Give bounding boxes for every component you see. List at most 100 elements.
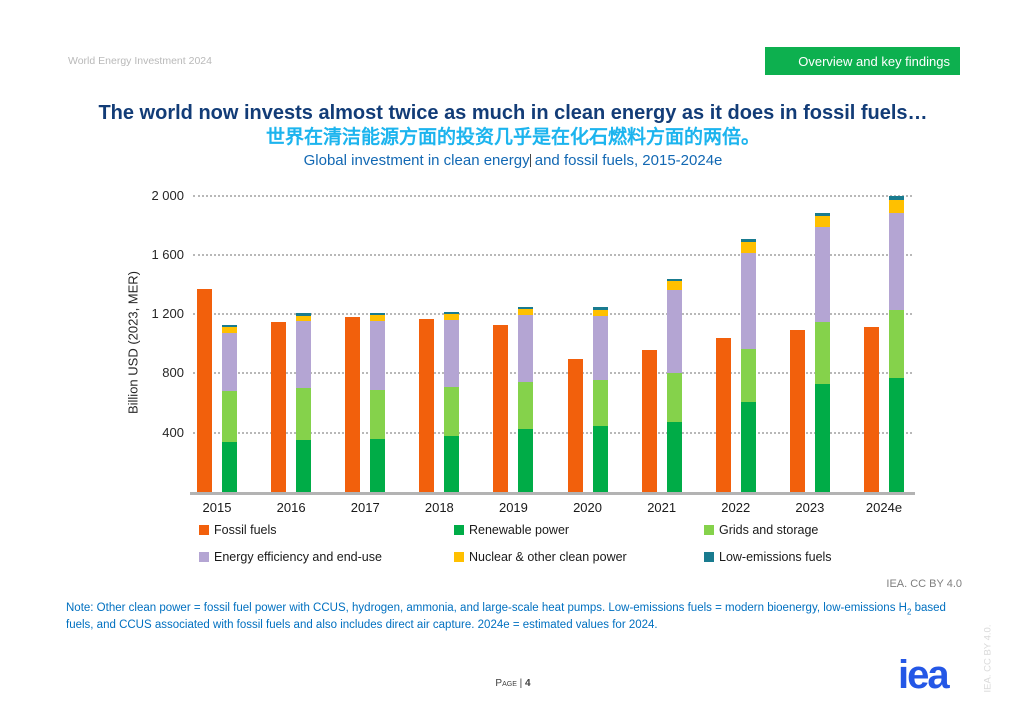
bar-fossil-fuels-2018 (419, 318, 435, 492)
document-title: World Energy Investment 2024 (68, 55, 212, 67)
x-axis-line (190, 492, 915, 495)
bar-segment-low-emissions-fuels-2015 (222, 325, 237, 328)
x-tick-label-2016: 2016 (276, 500, 306, 515)
text-cursor (529, 154, 531, 167)
legend-item-low-emissions-fuels: Low-emissions fuels (704, 550, 914, 564)
bar-segment-nuclear-other-clean-power-2023 (814, 216, 830, 227)
bar-segment-energy-efficiency-and-end-use-2020 (592, 316, 608, 381)
gridline-1200 (193, 313, 912, 316)
bar-segment-renewable-power-2019 (518, 429, 534, 492)
bar-fossil-fuels-2016 (271, 322, 287, 492)
legend-label: Low-emissions fuels (719, 550, 832, 564)
bar-segment-renewable-power-2022 (740, 401, 756, 492)
slide-title-chinese: 世界在清洁能源方面的投资几乎是在化石燃料方面的两倍。 (265, 127, 760, 148)
license-text-vertical: IEA. CC BY 4.0. (982, 624, 994, 693)
x-tick-label-2023: 2023 (795, 500, 825, 515)
bar-segment-nuclear-other-clean-power-2024e (888, 200, 904, 214)
bar-fossil-fuels-2022 (715, 337, 731, 492)
bar-segment-grids-and-storage-2020 (592, 380, 608, 427)
bar-segment-energy-efficiency-and-end-use-2019 (518, 314, 534, 382)
bar-segment-low-emissions-fuels-2021 (666, 278, 682, 281)
bar-segment-nuclear-other-clean-power-2015 (222, 327, 237, 334)
bar-segment-energy-efficiency-and-end-use-2022 (740, 253, 756, 349)
bar-fossil-fuels-2019 (493, 325, 509, 492)
chart-legend: Fossil fuels Renewable power Grids and sto… (199, 523, 914, 564)
bar-segment-renewable-power-2015 (222, 441, 237, 492)
x-tick-label-2024e: 2024e (865, 500, 903, 515)
legend-label: Renewable power (469, 523, 570, 537)
legend-item-nuclear-other-clean-power: Nuclear & other clean power (454, 550, 704, 564)
bar-segment-nuclear-other-clean-power-2016 (296, 315, 312, 321)
legend-swatch-renewable-power (454, 525, 464, 535)
legend-swatch-nuclear-other-clean-power (454, 552, 464, 562)
footnote: Note: Other clean power = fossil fuel po… (66, 600, 958, 634)
legend-swatch-grids-and-storage (704, 525, 714, 535)
x-tick-label-2020: 2020 (573, 500, 602, 515)
bar-segment-nuclear-other-clean-power-2018 (444, 314, 460, 321)
bar-segment-grids-and-storage-2022 (740, 348, 756, 402)
bar-segment-low-emissions-fuels-2024e (888, 195, 904, 201)
bar-segment-energy-efficiency-and-end-use-2021 (666, 290, 682, 374)
bar-segment-grids-and-storage-2017 (370, 390, 386, 440)
bar-fossil-fuels-2015 (197, 288, 212, 492)
footnote-text: Note: Other clean power = fossil fuel po… (66, 602, 907, 614)
bar-segment-grids-and-storage-2023 (814, 322, 830, 384)
bar-segment-grids-and-storage-2016 (296, 388, 312, 441)
x-tick-label-2018: 2018 (424, 500, 454, 515)
legend-label: Nuclear & other clean power (469, 550, 627, 564)
bar-segment-energy-efficiency-and-end-use-2017 (370, 320, 386, 391)
bar-segment-grids-and-storage-2024e (888, 310, 904, 378)
x-tick-label-2022: 2022 (721, 500, 751, 515)
bar-segment-grids-and-storage-2021 (666, 373, 682, 423)
bar-fossil-fuels-2021 (641, 349, 657, 492)
y-tick-label-400: 400 (162, 424, 184, 440)
bar-segment-nuclear-other-clean-power-2020 (592, 309, 608, 317)
bar-segment-nuclear-other-clean-power-2017 (370, 314, 386, 321)
bar-segment-renewable-power-2020 (592, 426, 608, 492)
x-tick-label-2017: 2017 (350, 500, 380, 515)
page-number-label: Page | 4 (0, 678, 1026, 689)
chart-subtitle-text-2: and fossil fuels, 2015-2024e (530, 152, 723, 169)
bar-fossil-fuels-2017 (345, 317, 361, 492)
gridline-1600 (193, 253, 912, 256)
bar-segment-renewable-power-2021 (666, 422, 682, 492)
x-tick-label-2015: 2015 (202, 500, 232, 515)
footnote-text-2: based fuels, and CCUS associated with fo… (66, 602, 946, 632)
legend-swatch-fossil-fuels (199, 525, 209, 535)
bar-segment-nuclear-other-clean-power-2019 (518, 308, 534, 315)
y-axis-title: Billion USD (2023, MER) (125, 270, 141, 415)
bar-segment-low-emissions-fuels-2017 (370, 313, 386, 315)
bar-segment-low-emissions-fuels-2016 (296, 313, 312, 316)
legend-item-renewable-power: Renewable power (454, 523, 704, 537)
legend-swatch-energy-efficiency-and-end-use (199, 552, 209, 562)
legend-label: Fossil fuels (214, 523, 277, 537)
legend-item-grids-and-storage: Grids and storage (704, 523, 914, 537)
bar-segment-nuclear-other-clean-power-2021 (666, 280, 682, 291)
license-text: IEA. CC BY 4.0 (886, 578, 962, 590)
bar-segment-renewable-power-2018 (444, 435, 460, 492)
bar-segment-grids-and-storage-2015 (222, 391, 237, 442)
bar-segment-low-emissions-fuels-2018 (444, 311, 460, 315)
bar-segment-low-emissions-fuels-2022 (740, 239, 756, 243)
gridline-400 (193, 431, 912, 434)
legend-item-energy-efficiency-and-end-use: Energy efficiency and end-use (199, 550, 454, 564)
bar-segment-energy-efficiency-and-end-use-2015 (222, 333, 237, 392)
y-tick-label-1200: 1 200 (151, 306, 184, 322)
bar-segment-renewable-power-2016 (296, 440, 312, 492)
bar-segment-low-emissions-fuels-2019 (518, 307, 534, 309)
bar-fossil-fuels-2023 (789, 330, 805, 492)
bar-segment-renewable-power-2023 (814, 383, 830, 492)
bar-segment-low-emissions-fuels-2023 (814, 213, 830, 217)
x-tick-label-2019: 2019 (498, 500, 528, 515)
section-badge[interactable]: Overview and key findings (765, 47, 960, 75)
footnote-subscript: 2 (906, 607, 912, 617)
chart-subtitle[interactable]: Global investment in clean energy and fo… (40, 151, 986, 170)
bar-fossil-fuels-2024e (863, 327, 879, 492)
page-label-prefix: Page | (495, 678, 526, 689)
legend-item-fossil-fuels: Fossil fuels (199, 523, 454, 537)
bar-segment-renewable-power-2017 (370, 439, 386, 492)
bar-segment-energy-efficiency-and-end-use-2024e (888, 213, 904, 311)
slide-title: The world now invests almost twice as mu… (98, 102, 928, 124)
y-tick-label-1600: 1 600 (151, 246, 184, 262)
